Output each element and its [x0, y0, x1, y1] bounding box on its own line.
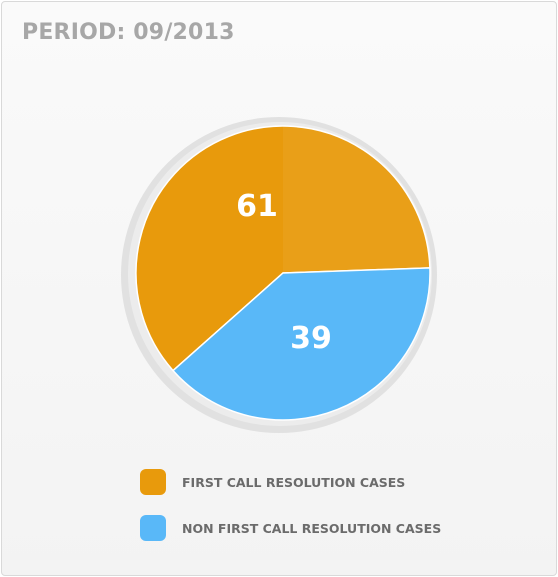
- data-label-first-call: 61: [236, 189, 278, 224]
- pie-slice-non-first-call[interactable]: [172, 267, 431, 421]
- legend-label-non-first-call: NON FIRST CALL RESOLUTION CASES: [182, 520, 442, 536]
- legend-item-first-call: FIRST CALL RESOLUTION CASES: [140, 469, 405, 495]
- legend-label-first-call: FIRST CALL RESOLUTION CASES: [182, 474, 406, 490]
- pie-slice-first-call[interactable]: [135, 125, 431, 372]
- page-title: PERIOD: 09/2013: [22, 20, 235, 45]
- pie-gloss: [283, 126, 430, 273]
- legend-swatch-non-first-call: [140, 515, 166, 541]
- data-label-non-first-call: 39: [290, 321, 332, 356]
- legend-swatch-first-call: [140, 469, 166, 495]
- legend-item-non-first-call: NON FIRST CALL RESOLUTION CASES: [140, 515, 441, 541]
